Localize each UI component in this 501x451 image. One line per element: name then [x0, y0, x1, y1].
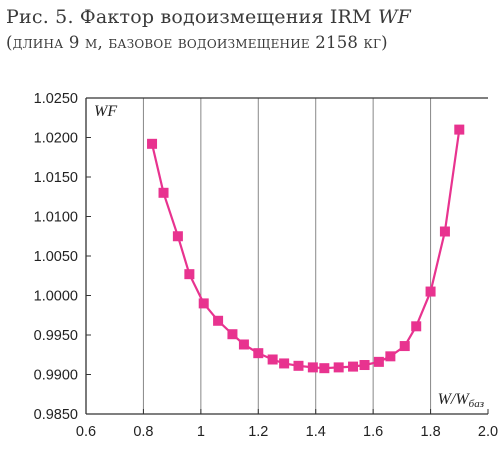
y-tick-label: 1.0050: [34, 249, 78, 265]
series-line: [150, 129, 461, 370]
data-point: [172, 231, 183, 242]
data-point: [348, 361, 359, 372]
x-tick-label: 1: [197, 424, 205, 440]
caption-line-2: (длина 9 м, базовое водоизмещение 2158 к…: [6, 33, 388, 52]
x-tick-label: 2.0: [478, 424, 498, 440]
x-tick-label: 1.6: [363, 424, 383, 440]
y-tick-label: 1.0250: [34, 91, 78, 107]
grid-lines: [142, 98, 432, 414]
data-point: [425, 286, 436, 297]
data-point: [385, 351, 396, 362]
x-tick-label: 0.8: [133, 424, 153, 440]
data-point: [198, 298, 209, 309]
data-point: [373, 356, 384, 367]
data-point: [439, 226, 450, 237]
data-point: [359, 360, 370, 371]
x-axis-label-sub: баз: [469, 398, 484, 410]
x-axis-label-main: W/W: [438, 391, 471, 408]
data-point: [411, 321, 422, 332]
y-tick-label: 1.0000: [34, 289, 78, 305]
x-tick-labels: 0.6 0.8 1 1.2 1.4 1.6 1.8 2.0: [76, 409, 498, 440]
series: [147, 124, 465, 374]
data-point: [213, 315, 224, 326]
x-tick-label: 1.2: [248, 424, 268, 440]
data-point: [319, 363, 330, 374]
data-point: [307, 362, 318, 373]
data-point: [454, 124, 465, 135]
y-tick-label: 1.0200: [34, 131, 78, 147]
data-point: [253, 348, 264, 359]
x-tick-label: 0.6: [76, 424, 96, 440]
data-point: [399, 341, 410, 352]
data-point: [279, 358, 290, 369]
figure-caption: Рис. 5. Фактор водоизмещения IRM WF (дли…: [6, 4, 498, 56]
caption-title-wf: WF: [377, 6, 412, 28]
x-tick-label: 1.4: [306, 424, 326, 440]
y-axis-label: WF: [94, 103, 117, 120]
y-tick-label: 0.9850: [34, 407, 78, 423]
y-tick-label: 1.0100: [34, 210, 78, 226]
y-tick-labels: 0.9850 0.9900 0.9950 1.0000 1.0050 1.0100 1.01…: [34, 91, 91, 423]
y-tick-label: 0.9950: [34, 328, 78, 344]
data-point: [227, 329, 238, 340]
data-point: [267, 354, 278, 365]
data-point: [293, 360, 304, 371]
data-point: [158, 187, 169, 198]
data-point: [184, 269, 195, 280]
caption-line-1: Рис. 5. Фактор водоизмещения IRM WF: [6, 4, 498, 30]
data-point: [333, 362, 344, 373]
data-point: [238, 339, 249, 350]
x-axis-label: W/Wбаз: [438, 391, 484, 410]
caption-title: Рис. 5. Фактор водоизмещения IRM: [6, 6, 378, 28]
y-tick-label: 0.9900: [34, 368, 78, 384]
y-tick-label: 1.0150: [34, 170, 78, 186]
data-point: [147, 138, 158, 149]
x-tick-label: 1.8: [420, 424, 440, 440]
